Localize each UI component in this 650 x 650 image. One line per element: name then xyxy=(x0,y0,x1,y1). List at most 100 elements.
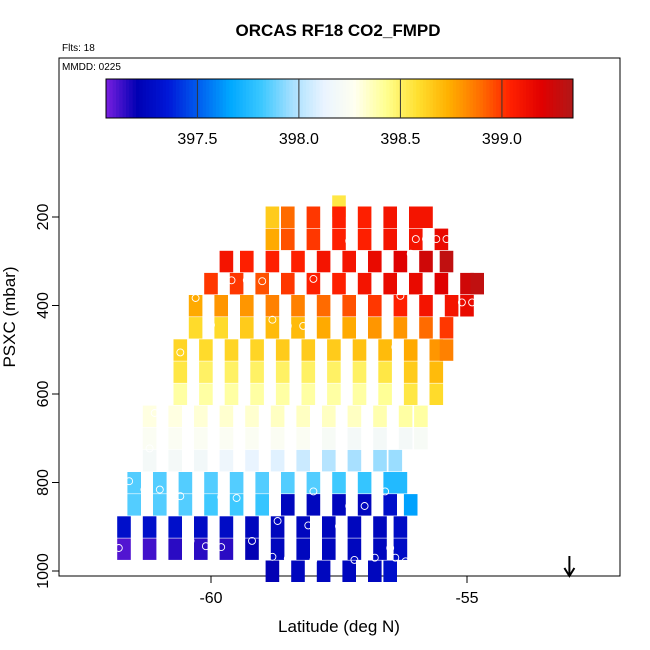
heatmap-cell xyxy=(342,250,356,273)
colorbar-segment xyxy=(129,79,134,118)
heatmap-cell xyxy=(383,494,397,516)
heatmap-cell xyxy=(270,405,285,428)
colorbar-segment xyxy=(156,79,160,118)
colorbar-segment xyxy=(222,79,227,118)
heatmap-cell xyxy=(281,472,295,494)
heatmap-cell xyxy=(142,427,157,450)
chart-title: ORCAS RF18 CO2_FMPD xyxy=(236,21,441,40)
heatmap-cell xyxy=(291,250,305,273)
heatmap-cell xyxy=(301,383,316,405)
heatmap-cell xyxy=(168,516,182,538)
heatmap-cell xyxy=(224,383,239,405)
colorbar-segment xyxy=(186,79,190,118)
colorbar-segment xyxy=(139,79,144,118)
heatmap-cell xyxy=(265,206,280,228)
heatmap-cell xyxy=(414,427,428,450)
colorbar-segment xyxy=(446,79,450,118)
heatmap-cell xyxy=(429,361,444,383)
heatmap-cell xyxy=(270,449,285,472)
colorbar-segment xyxy=(292,79,297,118)
sample-point xyxy=(191,294,200,302)
colorbar-segment xyxy=(152,79,157,118)
colorbar-segment xyxy=(409,79,414,118)
sample-point xyxy=(457,298,466,307)
colorbar-segment xyxy=(509,79,514,118)
colorbar-segment xyxy=(269,79,274,118)
colorbar-segment xyxy=(389,79,394,118)
colorbar-segment xyxy=(426,79,430,118)
heatmap-cell xyxy=(342,560,356,582)
heatmap-cell xyxy=(245,516,259,538)
colorbar-segment xyxy=(366,79,370,118)
heatmap-cell xyxy=(250,339,264,361)
heatmap-cell xyxy=(245,538,259,560)
heatmap-cell xyxy=(306,494,321,516)
sample-point xyxy=(176,492,185,501)
heatmap-cell xyxy=(219,250,234,273)
heatmap-cell xyxy=(291,295,305,317)
colorbar-segment xyxy=(559,79,564,118)
heatmap-cell xyxy=(322,449,336,472)
heatmap-cell xyxy=(393,538,408,560)
colorbar-segment xyxy=(359,79,364,118)
colorbar-segment xyxy=(262,79,267,118)
colorbar-segment xyxy=(266,79,270,118)
colorbar-segment xyxy=(356,79,360,118)
heatmap-cell xyxy=(378,361,392,383)
y-tick-label: 200 xyxy=(35,204,52,231)
heatmap-cell xyxy=(142,405,157,428)
colorbar-segment xyxy=(116,79,120,118)
heatmap-cell xyxy=(383,272,397,295)
colorbar-segment xyxy=(506,79,511,118)
heatmap-cell xyxy=(347,538,362,560)
colorbar-segment xyxy=(492,79,497,118)
heatmap-cell xyxy=(357,472,372,494)
sample-point xyxy=(201,542,210,551)
colorbar-segment xyxy=(396,79,400,118)
colorbar-segment xyxy=(549,79,554,118)
colorbar-segment xyxy=(322,79,327,118)
heatmap-cell xyxy=(327,339,341,361)
heatmap-cell xyxy=(240,317,254,339)
colorbar-segment xyxy=(436,79,440,118)
colorbar-segment xyxy=(479,79,484,118)
y-tick-label: 1000 xyxy=(35,553,52,589)
heatmap-cell xyxy=(434,228,449,251)
heatmap-cell xyxy=(296,538,310,560)
heatmap-cell xyxy=(383,560,397,582)
colorbar-segment xyxy=(259,79,264,118)
heatmap-cell xyxy=(275,383,290,405)
sample-point xyxy=(89,542,98,551)
heatmap-cells xyxy=(117,195,484,582)
heatmap-cell xyxy=(255,494,269,516)
colorbar-segment xyxy=(466,79,470,118)
heatmap-cell xyxy=(219,449,234,472)
heatmap-cell xyxy=(439,317,454,339)
heatmap-cell xyxy=(419,250,433,273)
colorbar-segment xyxy=(219,79,224,118)
colorbar-segment xyxy=(432,79,437,118)
sample-point xyxy=(217,493,226,502)
heatmap-cell xyxy=(194,449,208,472)
colorbar-segment xyxy=(189,79,194,118)
heatmap-cell xyxy=(322,427,336,450)
colorbar-segment xyxy=(279,79,284,118)
colorbar-segment xyxy=(392,79,397,118)
colorbar-segment xyxy=(142,79,147,118)
heatmap-cell xyxy=(388,449,403,472)
heatmap-cell xyxy=(199,361,213,383)
colorbar-segment xyxy=(519,79,524,118)
heatmap-cell xyxy=(173,383,188,405)
heatmap-cell xyxy=(368,295,382,317)
colorbar-segment xyxy=(352,79,357,118)
colorbar-segment xyxy=(299,79,304,118)
colorbar-segment xyxy=(486,79,491,118)
heatmap-cell xyxy=(342,295,356,317)
sample-point xyxy=(125,477,134,486)
colorbar-segment xyxy=(326,79,330,118)
heatmap-cell xyxy=(214,295,228,317)
heatmap-cell xyxy=(296,516,310,538)
colorbar-segment xyxy=(339,79,344,118)
heatmap-cell xyxy=(398,427,413,450)
colorbar-segment xyxy=(406,79,410,118)
